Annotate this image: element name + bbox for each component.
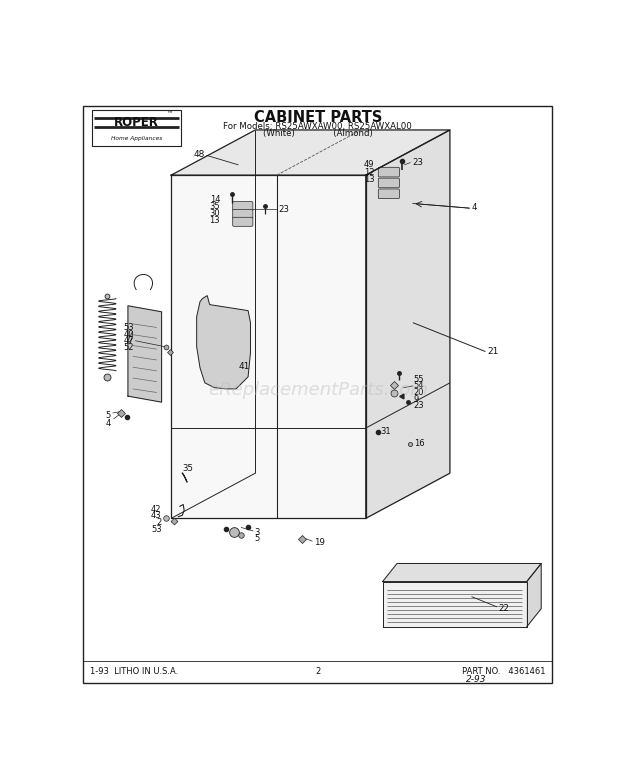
- Text: 20: 20: [414, 388, 424, 397]
- FancyBboxPatch shape: [378, 189, 399, 199]
- Text: eReplacementParts.com: eReplacementParts.com: [208, 381, 428, 399]
- Text: 23: 23: [412, 158, 423, 167]
- FancyBboxPatch shape: [232, 217, 253, 226]
- Text: 53: 53: [123, 323, 134, 332]
- Text: 2: 2: [315, 667, 321, 676]
- Text: 48: 48: [193, 149, 205, 159]
- Text: 16: 16: [414, 439, 425, 447]
- Text: 35: 35: [182, 464, 193, 473]
- Text: 4: 4: [471, 203, 477, 212]
- Text: 19: 19: [314, 538, 325, 547]
- Bar: [92, 110, 181, 146]
- Text: 55: 55: [414, 375, 424, 384]
- Text: 30: 30: [210, 209, 220, 218]
- Text: 5: 5: [254, 534, 260, 543]
- FancyBboxPatch shape: [232, 210, 253, 218]
- Text: 53: 53: [151, 525, 162, 533]
- Text: 47: 47: [123, 336, 134, 345]
- Polygon shape: [383, 564, 541, 582]
- Text: 23: 23: [278, 205, 290, 214]
- Text: 3: 3: [254, 528, 260, 536]
- Text: For Models: RS25AWXAW00, RS25AWXAL00: For Models: RS25AWXAW00, RS25AWXAL00: [223, 122, 412, 131]
- Text: 2: 2: [156, 518, 162, 527]
- Text: 54: 54: [414, 382, 424, 390]
- Polygon shape: [366, 130, 450, 518]
- Polygon shape: [197, 296, 250, 389]
- Text: 2-93: 2-93: [466, 675, 487, 683]
- Text: 22: 22: [498, 604, 509, 613]
- FancyBboxPatch shape: [378, 167, 399, 177]
- Polygon shape: [128, 306, 162, 402]
- Text: 9: 9: [414, 395, 419, 404]
- Text: 13: 13: [364, 175, 374, 184]
- Text: 43: 43: [151, 511, 162, 521]
- Text: 35: 35: [210, 202, 220, 211]
- Text: 31: 31: [380, 426, 391, 436]
- Text: 49: 49: [364, 160, 374, 170]
- Text: CABINET PARTS: CABINET PARTS: [254, 110, 382, 125]
- Text: (White)              (Almond): (White) (Almond): [263, 129, 373, 138]
- Text: 13: 13: [210, 217, 220, 225]
- Text: 40: 40: [123, 329, 134, 339]
- Text: 12: 12: [364, 167, 374, 177]
- Text: 5: 5: [105, 411, 110, 421]
- Text: 42: 42: [151, 505, 162, 514]
- Polygon shape: [383, 582, 527, 626]
- FancyBboxPatch shape: [378, 178, 399, 188]
- Text: 52: 52: [123, 343, 134, 352]
- Polygon shape: [171, 175, 366, 518]
- Text: Home Appliances: Home Appliances: [111, 136, 162, 141]
- Text: ™: ™: [166, 113, 172, 117]
- Text: 23: 23: [414, 401, 425, 411]
- Text: 4: 4: [105, 418, 110, 428]
- Text: 41: 41: [239, 361, 250, 371]
- Polygon shape: [171, 130, 450, 175]
- Text: 21: 21: [487, 347, 498, 356]
- Polygon shape: [527, 564, 541, 626]
- Text: 14: 14: [210, 195, 220, 204]
- Text: PART NO.   4361461: PART NO. 4361461: [463, 667, 546, 676]
- Text: ROPER: ROPER: [114, 117, 159, 130]
- Text: 1-93  LITHO IN U.S.A.: 1-93 LITHO IN U.S.A.: [89, 667, 178, 676]
- FancyBboxPatch shape: [232, 202, 253, 210]
